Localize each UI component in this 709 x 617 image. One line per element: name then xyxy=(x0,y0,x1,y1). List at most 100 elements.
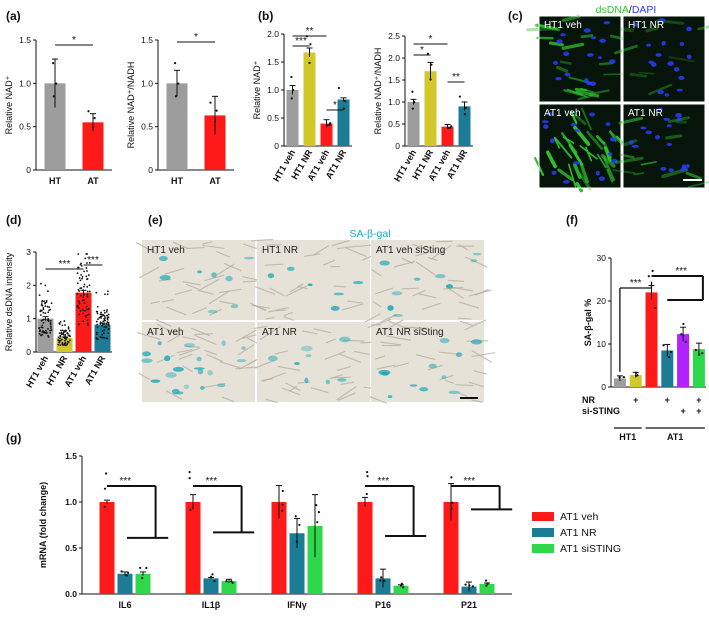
data-point xyxy=(68,329,71,332)
cell-outline xyxy=(247,337,260,345)
data-point xyxy=(106,318,109,321)
data-point xyxy=(57,339,60,341)
cell-outline xyxy=(166,306,187,316)
nucleus xyxy=(609,137,617,142)
cell-outline xyxy=(372,301,382,308)
nucleus xyxy=(605,122,611,126)
cell-fiber xyxy=(585,146,593,162)
y-tick-label: 0 xyxy=(601,382,606,392)
bar xyxy=(613,378,626,387)
cell-outline xyxy=(150,300,161,304)
cell-outline xyxy=(204,274,225,282)
nucleus xyxy=(541,120,549,124)
data-point xyxy=(86,290,89,293)
data-point xyxy=(40,334,42,337)
micrograph xyxy=(623,16,705,102)
data-point xyxy=(58,332,61,335)
sagal-stain xyxy=(197,368,204,375)
cell-outline xyxy=(165,390,183,400)
cell-outline xyxy=(179,347,201,356)
cell-outline xyxy=(464,319,486,331)
nucleus xyxy=(551,170,557,175)
sagal-stain xyxy=(159,255,168,262)
cell-outline xyxy=(283,316,294,321)
cell-fiber xyxy=(580,107,592,131)
data-point xyxy=(701,352,704,355)
cell-fiber xyxy=(586,130,604,150)
cell-outline xyxy=(473,370,487,375)
cell-outline xyxy=(448,288,464,299)
data-point xyxy=(213,579,216,583)
data-point xyxy=(44,305,47,308)
data-point xyxy=(86,253,89,255)
data-point xyxy=(231,581,234,584)
data-point xyxy=(451,501,454,504)
data-point xyxy=(120,570,123,573)
data-point xyxy=(66,332,69,334)
y-tick-label: 1.0 xyxy=(267,85,279,95)
data-point xyxy=(86,270,88,272)
data-point xyxy=(87,274,90,276)
data-point xyxy=(96,312,99,315)
cell-outline xyxy=(313,328,332,334)
data-point xyxy=(47,334,49,337)
data-point xyxy=(85,305,88,308)
sagal-stain xyxy=(448,390,460,395)
significance-label: * xyxy=(72,35,76,46)
cell-outline xyxy=(167,333,182,343)
data-point xyxy=(88,290,91,293)
sagal-stain xyxy=(197,270,202,274)
x-tick-label: P21 xyxy=(461,600,477,610)
data-point xyxy=(83,293,86,296)
sagal-stain xyxy=(304,377,309,384)
nucleus xyxy=(678,75,685,81)
cell-fiber xyxy=(579,173,592,191)
y-tick-label: 0 xyxy=(148,165,153,175)
y-tick-label: 1.0 xyxy=(19,78,31,88)
data-point xyxy=(83,299,85,301)
significance-label: *** xyxy=(205,476,217,487)
legend-label: AT1 NR xyxy=(560,527,597,539)
sagal-stain xyxy=(305,354,312,358)
cell-outline xyxy=(418,293,437,299)
cell-outline xyxy=(265,317,275,320)
cell-outline xyxy=(415,252,428,257)
data-point xyxy=(48,309,50,312)
cell-outline xyxy=(259,326,281,340)
cell-outline xyxy=(164,267,185,275)
sagal-stain xyxy=(428,363,437,369)
nucleus xyxy=(668,168,674,173)
cell-outline xyxy=(343,339,365,342)
cell-outline xyxy=(450,286,474,292)
legend-swatch xyxy=(532,512,554,521)
panel-label-d: (d) xyxy=(6,213,21,227)
data-point xyxy=(105,310,108,313)
data-point xyxy=(337,86,340,90)
data-point xyxy=(647,275,650,278)
cell-fiber xyxy=(553,136,573,159)
sagal-stain xyxy=(441,375,447,380)
data-point xyxy=(101,333,104,336)
cell-fiber xyxy=(580,34,594,39)
data-point xyxy=(83,283,86,286)
cell-outline xyxy=(336,366,351,371)
data-point xyxy=(59,321,62,323)
data-point xyxy=(96,323,99,326)
cell-fiber xyxy=(562,136,575,144)
data-point xyxy=(47,319,50,322)
cell-outline xyxy=(468,381,484,388)
micrograph-label: HT1 veh xyxy=(544,20,582,31)
cell-fiber xyxy=(574,113,587,126)
data-point xyxy=(77,253,80,255)
cell-outline xyxy=(325,338,336,344)
sagal-stain xyxy=(325,379,331,385)
cell-outline xyxy=(353,350,370,355)
data-point xyxy=(48,306,51,309)
cell-outline xyxy=(137,332,161,340)
data-point xyxy=(188,477,191,480)
cell-outline xyxy=(458,244,468,251)
sagal-label: AT1 NR siSting xyxy=(376,327,444,338)
data-point xyxy=(45,299,48,302)
data-point xyxy=(41,299,44,302)
data-point xyxy=(107,327,110,330)
